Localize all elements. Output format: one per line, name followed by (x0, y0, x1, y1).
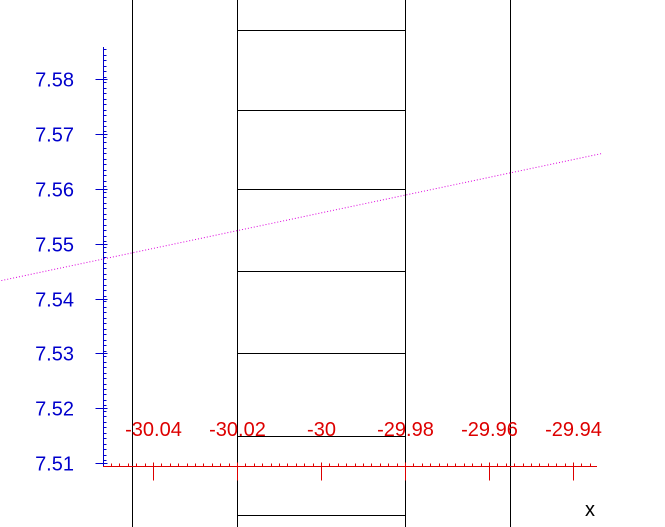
x-axis: -30.04 -30.02 -30 -29.98 -29.96 -29.94 (103, 419, 602, 481)
y-tick-label: 7.53 (35, 344, 74, 366)
y-tick-label: 7.56 (35, 180, 74, 202)
x-tick-label: -29.98 (377, 419, 434, 441)
y-tick-label: 7.51 (35, 454, 74, 476)
y-tick-label: 7.55 (35, 235, 74, 257)
x-tick-label: -30.02 (209, 419, 266, 441)
y-tick-label: 7.54 (35, 290, 74, 312)
x-tick-label: -30.04 (125, 419, 182, 441)
y-tick-label: 7.58 (35, 70, 74, 92)
horizontal-segments (237, 30, 406, 516)
x-tick-label: -29.94 (545, 419, 602, 441)
x-tick-label: -30 (307, 419, 336, 441)
series-line-0 (0, 152, 603, 282)
y-tick-label: 7.57 (35, 125, 74, 147)
y-tick-label: 7.52 (35, 399, 74, 421)
x-axis-title: x (585, 499, 595, 521)
x-tick-label: -29.96 (461, 419, 518, 441)
vertical-lines (132, 0, 511, 527)
y-axis: 7.51 7.52 7.53 7.54 7.55 7.56 7.57 7.58 (35, 47, 108, 476)
series-layer (0, 152, 603, 282)
